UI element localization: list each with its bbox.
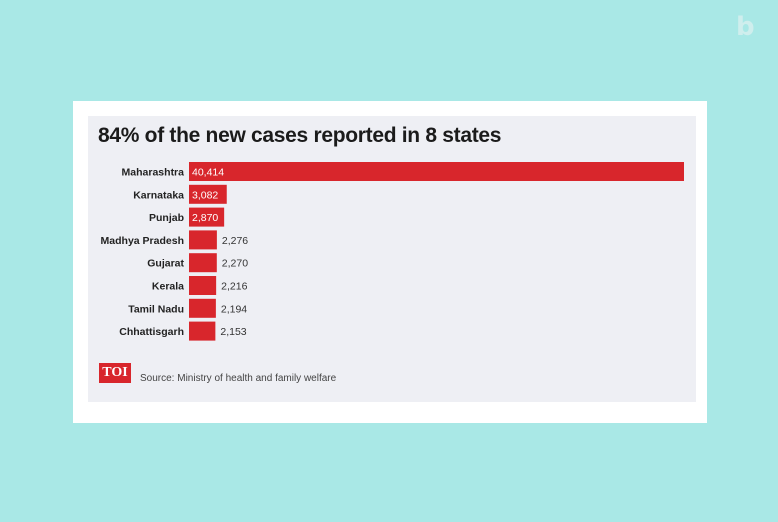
chart-title: 84% of the new cases reported in 8 state… — [98, 124, 502, 147]
value-label: 2,276 — [222, 235, 248, 247]
category-label: Maharashtra — [122, 167, 185, 179]
bar — [189, 207, 225, 227]
bar — [189, 253, 217, 273]
value-label: 2,870 — [192, 212, 218, 224]
category-label: Punjab — [149, 212, 184, 224]
value-label: 2,194 — [221, 303, 247, 315]
bar — [189, 184, 227, 204]
bar — [189, 321, 216, 341]
value-label: 40,414 — [192, 167, 224, 179]
bar — [189, 276, 217, 295]
bar — [189, 162, 684, 181]
bar — [189, 298, 216, 318]
value-label: 2,270 — [222, 258, 248, 270]
source-note: Source: Ministry of health and family we… — [140, 373, 337, 384]
brand-logo-icon: b — [736, 12, 755, 42]
bar — [189, 230, 217, 250]
category-label: Karnataka — [133, 189, 184, 201]
category-label: Tamil Nadu — [128, 303, 184, 315]
value-label: 3,082 — [192, 189, 218, 201]
toi-logo: TOI — [99, 363, 131, 383]
value-label: 2,216 — [221, 281, 247, 293]
category-label: Chhattisgarh — [119, 326, 184, 338]
category-label: Madhya Pradesh — [101, 235, 184, 247]
value-label: 2,153 — [220, 326, 246, 338]
category-label: Kerala — [152, 281, 184, 293]
category-label: Gujarat — [147, 258, 184, 270]
